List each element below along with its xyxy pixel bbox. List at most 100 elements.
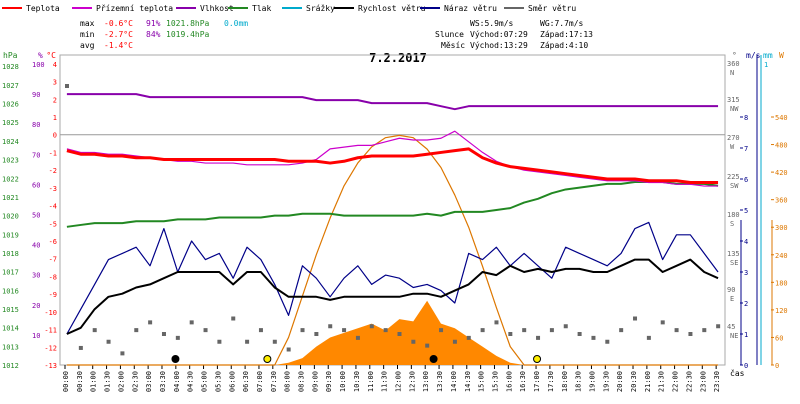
plot-area bbox=[65, 84, 721, 366]
hpa-tick-1014: 1014 bbox=[2, 325, 19, 333]
x-tick-10: 05:00 bbox=[201, 371, 209, 392]
radiation-tick-120: 120 bbox=[775, 307, 788, 315]
wind-direction-point bbox=[175, 335, 180, 340]
direction-deg-180: 180 bbox=[727, 211, 740, 219]
x-axis-label: čas bbox=[730, 368, 745, 378]
radiation-tick-60: 60 bbox=[775, 334, 783, 342]
direction-dir-SE: SE bbox=[730, 259, 738, 267]
stats-block: max -0.6°C 91% 1021.8hPa 0.0mm min -2.7°… bbox=[80, 19, 248, 50]
celsius-tick-3: 3 bbox=[53, 79, 57, 87]
direction-deg-315: 315 bbox=[727, 96, 740, 104]
direction-dir-W: W bbox=[730, 143, 735, 151]
hpa-tick-1022: 1022 bbox=[2, 175, 19, 183]
wind-direction-point bbox=[383, 328, 388, 333]
moon-set-marker bbox=[171, 355, 180, 363]
series-area-solar bbox=[66, 300, 719, 365]
wind-direction-point bbox=[425, 343, 430, 348]
x-tick-11: 05:30 bbox=[214, 371, 222, 392]
wind-unit-label: m/s bbox=[746, 51, 761, 60]
wind-direction-point bbox=[508, 332, 513, 336]
wind-direction-point bbox=[411, 339, 416, 344]
x-tick-41: 20:30 bbox=[630, 371, 638, 392]
x-tick-42: 21:00 bbox=[644, 371, 652, 392]
x-tick-23: 11:30 bbox=[381, 371, 389, 392]
x-tick-15: 07:30 bbox=[270, 371, 278, 392]
celsius-tick-0: 0 bbox=[53, 132, 57, 140]
sun-rise: Východ:07:29 bbox=[470, 30, 528, 39]
celsius-tick--13: -13 bbox=[44, 362, 57, 370]
percent-tick-30: 30 bbox=[32, 272, 40, 280]
wind-direction-point bbox=[674, 328, 679, 333]
radiation-tick-300: 300 bbox=[775, 224, 788, 232]
celsius-tick--9: -9 bbox=[49, 291, 57, 299]
wind-direction-point bbox=[272, 339, 277, 344]
x-tick-0: 00:00 bbox=[62, 371, 70, 392]
wind-direction-point bbox=[78, 345, 83, 350]
percent-tick-60: 60 bbox=[32, 181, 40, 189]
wind-direction-point bbox=[633, 316, 638, 321]
direction-dir-S: S bbox=[730, 220, 734, 228]
series-line-tlak bbox=[66, 180, 719, 228]
wind-direction-point bbox=[536, 335, 541, 340]
wind-direction-point bbox=[120, 351, 125, 356]
x-tick-43: 21:30 bbox=[658, 371, 666, 392]
stat-avg-temp: -1.4°C bbox=[104, 41, 133, 50]
celsius-tick--10: -10 bbox=[44, 309, 57, 317]
wind-tick-2: 2 bbox=[744, 300, 748, 308]
x-tick-46: 23:00 bbox=[699, 371, 707, 392]
legend-label-7: Směr větru bbox=[528, 4, 576, 13]
wind-tick-0: 0 bbox=[744, 362, 748, 370]
wind-direction-point bbox=[231, 316, 236, 321]
percent-tick-80: 80 bbox=[32, 121, 40, 129]
moon-set: Západ:4:10 bbox=[540, 41, 588, 50]
wind-direction-point bbox=[439, 328, 444, 333]
radiation-tick-480: 480 bbox=[775, 142, 788, 150]
wind-tick-7: 7 bbox=[744, 145, 748, 153]
x-tick-36: 18:00 bbox=[561, 371, 569, 392]
x-tick-39: 19:30 bbox=[602, 371, 610, 392]
hpa-tick-1012: 1012 bbox=[2, 362, 19, 370]
celsius-unit-label: °C bbox=[46, 51, 56, 60]
legend-label-3: Tlak bbox=[252, 4, 271, 13]
x-tick-25: 12:30 bbox=[408, 371, 416, 392]
rain-tick-1: 1 bbox=[764, 61, 768, 69]
wind-direction-point bbox=[452, 339, 457, 344]
direction-deg-360: 360 bbox=[727, 60, 740, 68]
direction-dir-N: N bbox=[730, 69, 734, 77]
hpa-tick-1026: 1026 bbox=[2, 101, 19, 109]
x-tick-4: 02:00 bbox=[117, 371, 125, 392]
x-tick-5: 02:30 bbox=[131, 371, 139, 392]
direction-deg-135: 135 bbox=[727, 250, 740, 258]
hpa-unit-label: hPa bbox=[3, 51, 18, 60]
wind-tick-8: 8 bbox=[744, 114, 748, 122]
series-line-vlhkost bbox=[66, 93, 719, 111]
hpa-tick-1023: 1023 bbox=[2, 157, 19, 165]
stat-min-temp: -2.7°C bbox=[104, 30, 133, 39]
wind-direction-point bbox=[480, 328, 485, 333]
legend-label-5: Rychlost větru bbox=[358, 4, 426, 13]
wind-direction-point bbox=[148, 320, 153, 325]
wind-direction-point bbox=[577, 332, 582, 336]
stat-max-press: 1021.8hPa bbox=[166, 19, 210, 28]
legend-label-1: Přízemní teplota bbox=[96, 4, 173, 13]
x-tick-35: 17:30 bbox=[547, 371, 555, 392]
direction-dir-E: E bbox=[730, 295, 734, 303]
x-tick-28: 14:00 bbox=[450, 371, 458, 392]
wind-direction-point bbox=[161, 332, 166, 336]
wind-direction-point bbox=[134, 328, 139, 333]
x-tick-45: 22:30 bbox=[685, 371, 693, 392]
x-tick-29: 14:30 bbox=[464, 371, 472, 392]
radiation-tick-0: 0 bbox=[775, 362, 779, 370]
moon-rise: Východ:13:29 bbox=[470, 41, 528, 50]
wind-gust-max: WG:7.7m/s bbox=[540, 19, 584, 28]
sun-rise-marker bbox=[263, 355, 272, 363]
wind-tick-4: 4 bbox=[744, 238, 748, 246]
celsius-tick--6: -6 bbox=[49, 238, 57, 246]
x-tick-37: 18:30 bbox=[575, 371, 583, 392]
x-tick-8: 04:00 bbox=[173, 371, 181, 392]
hpa-tick-1027: 1027 bbox=[2, 82, 19, 90]
wind-tick-1: 1 bbox=[744, 331, 748, 339]
x-tick-18: 09:00 bbox=[311, 371, 319, 392]
celsius-tick--7: -7 bbox=[49, 256, 57, 264]
